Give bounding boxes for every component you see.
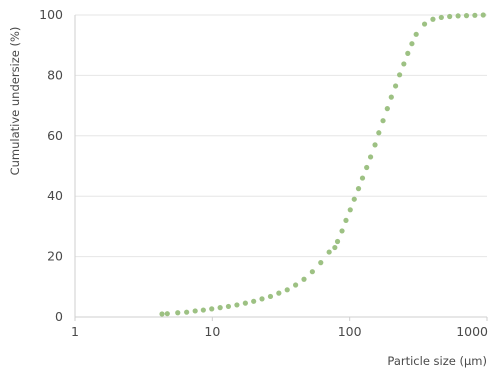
data-point	[242, 300, 248, 306]
data-point	[372, 142, 378, 148]
y-tick-label: 80	[47, 67, 63, 82]
y-tick-label: 0	[55, 309, 63, 324]
data-point	[326, 249, 332, 255]
tick-labels: 0 20 40 60 80 100 1 10 100 1000	[39, 7, 488, 339]
data-point	[343, 217, 349, 223]
data-point	[355, 186, 362, 192]
data-point	[376, 130, 382, 136]
data-point	[397, 72, 403, 78]
data-point	[430, 16, 436, 22]
data-point	[447, 13, 453, 20]
data-point	[334, 238, 341, 245]
data-point	[267, 293, 274, 300]
data-point	[276, 290, 282, 296]
data-point	[388, 94, 394, 100]
data-point	[159, 311, 165, 317]
data-point	[259, 296, 265, 302]
data-point	[405, 50, 411, 56]
data-point	[359, 175, 366, 181]
x-tick-label: 10	[204, 324, 220, 339]
data-point	[184, 309, 190, 315]
data-point	[393, 83, 399, 89]
data-point	[339, 228, 345, 234]
data-point	[209, 306, 215, 312]
data-point	[364, 164, 370, 171]
data-point	[175, 310, 181, 316]
axis-layer	[74, 15, 488, 321]
data-point	[380, 118, 386, 124]
data-point	[401, 61, 407, 67]
y-tick-label: 100	[39, 7, 63, 22]
grid-layer	[75, 14, 487, 258]
data-point	[251, 298, 257, 304]
data-point	[200, 307, 206, 313]
y-tick-label: 40	[47, 188, 63, 203]
data-point	[455, 13, 461, 19]
data-point	[284, 287, 290, 293]
y-axis-title: Cumulative undersize (%)	[8, 27, 22, 176]
x-tick-label: 100	[338, 324, 362, 339]
data-point	[384, 106, 390, 112]
data-point	[347, 207, 353, 213]
data-point	[217, 305, 223, 311]
data-point	[309, 269, 315, 275]
data-point	[332, 244, 338, 251]
data-point	[318, 260, 324, 266]
data-point	[301, 276, 307, 282]
data-point	[225, 303, 232, 310]
data-point	[367, 154, 374, 160]
data-point	[409, 41, 415, 47]
data-point	[413, 31, 419, 37]
data-point	[472, 12, 478, 18]
x-axis-title: Particle size (μm)	[387, 354, 487, 368]
data-point	[351, 196, 357, 202]
data-points	[159, 12, 486, 317]
data-point	[438, 14, 444, 21]
x-tick-label: 1000	[456, 324, 488, 339]
data-point	[463, 13, 470, 19]
y-tick-label: 60	[47, 128, 63, 143]
data-point	[480, 12, 486, 18]
x-tick-label: 1	[71, 324, 79, 339]
data-point	[234, 302, 240, 308]
data-point	[192, 308, 198, 314]
data-point	[421, 21, 428, 27]
y-tick-label: 20	[47, 249, 63, 264]
data-point	[293, 282, 299, 288]
data-point	[164, 311, 170, 317]
